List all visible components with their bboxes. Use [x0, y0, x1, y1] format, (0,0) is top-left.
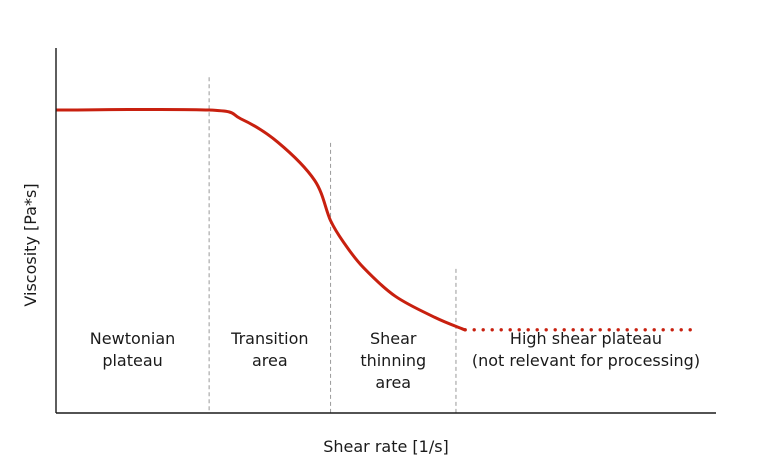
region-boundaries [208, 77, 457, 413]
region-label-line: High shear plateau [510, 329, 662, 348]
x-axis-label: Shear rate [1/s] [323, 437, 449, 456]
region-label-3: Shear thinning area [360, 329, 426, 392]
region-label-line: area [252, 351, 288, 370]
region-label-line: Transition [230, 329, 308, 348]
region-label-line: Shear [370, 329, 417, 348]
y-axis-label: Viscosity [Pa*s] [21, 183, 40, 306]
region-label-line: plateau [102, 351, 162, 370]
region-labels: Newtonian plateau Transition area Shear thinn… [90, 329, 700, 392]
region-label-line: area [375, 373, 411, 392]
region-label-1: Newtonian plateau [90, 329, 176, 370]
region-label-4: High shear plateau (not relevant for proc… [472, 329, 700, 370]
viscosity-curve [55, 107, 467, 332]
region-label-line: (not relevant for processing) [472, 351, 700, 370]
series-group [55, 107, 695, 332]
region-label-line: thinning [360, 351, 426, 370]
region-label-2: Transition area [230, 329, 308, 370]
region-label-line: Newtonian [90, 329, 176, 348]
